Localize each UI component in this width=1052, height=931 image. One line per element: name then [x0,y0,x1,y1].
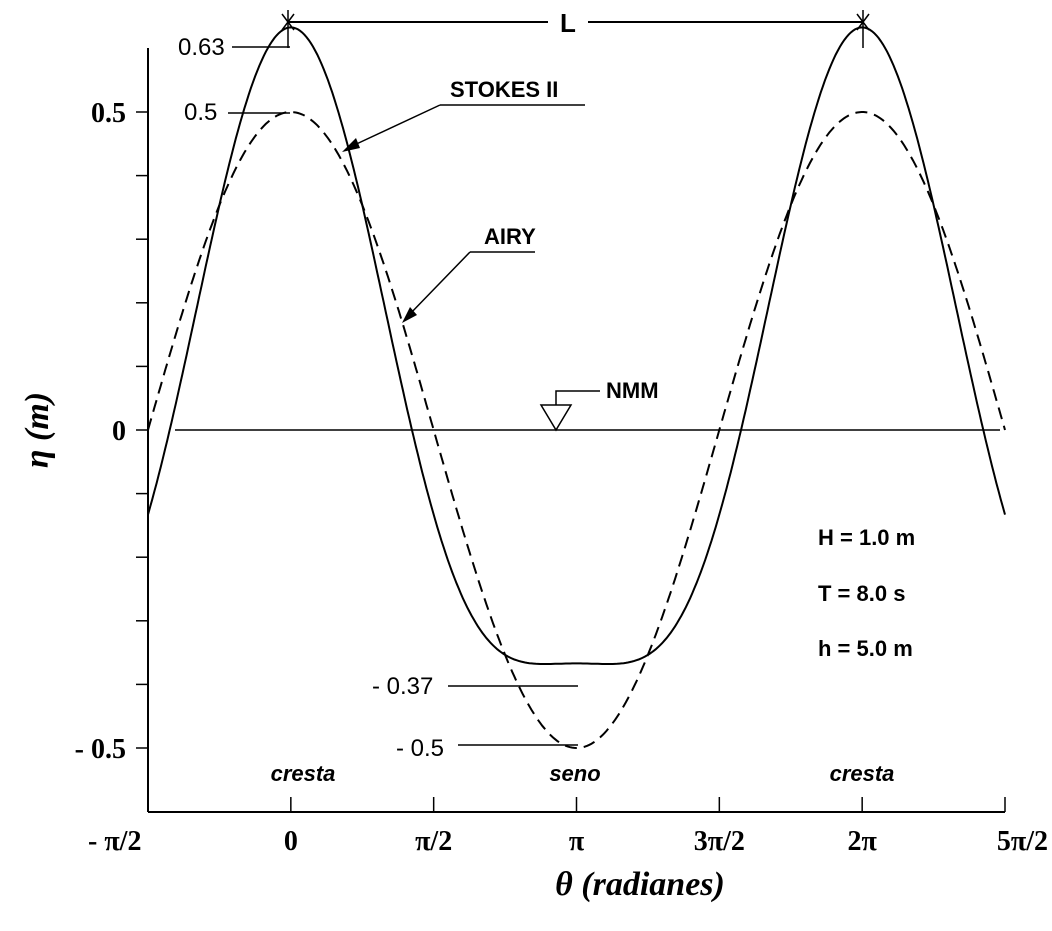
mwl-label: NMM [606,378,659,403]
series-line-stokes-ii [147,26,1006,665]
y-tick-label: 0.5 [91,98,126,129]
x-axis-title: θ (radianes) [555,866,725,903]
stokes-trough-value: - 0.37 [372,673,433,700]
parameter-period: T = 8.0 s [818,581,905,606]
series-line-airy [147,111,1006,750]
x-tick-label: - π/2 [88,826,141,857]
x-tick-label: π [569,826,585,857]
airy-crest-value: 0.5 [184,99,217,126]
crest-left-label: cresta [271,761,336,786]
wavelength-dimension: L [281,8,870,48]
airy-label-group: AIRY [402,224,536,323]
x-tick-label: π/2 [415,826,452,857]
x-tick-label: 5π/2 [997,826,1048,857]
x-tick-label: 0 [284,826,298,857]
trough-label: seno [549,761,600,786]
y-tick-label: - 0.5 [75,734,126,765]
airy-label: AIRY [484,224,536,249]
water-level-triangle-icon [539,404,573,432]
value-annotations: 0.63 0.5 - 0.37 - 0.5 [178,34,578,762]
airy-trough-value: - 0.5 [396,735,444,762]
stokes-ii-label-group: STOKES II [342,77,585,152]
x-tick-label: 3π/2 [694,826,745,857]
crest-right-label: cresta [830,761,895,786]
x-tick-label: 2π [847,826,877,857]
mwl-label-group: NMM [539,378,659,432]
wavelength-label: L [560,8,576,38]
parameter-wave-height: H = 1.0 m [818,525,915,550]
y-tick-label: 0 [112,416,126,447]
y-axis-title: η (m) [19,392,56,468]
stokes-ii-label: STOKES II [450,77,558,102]
parameter-depth: h = 5.0 m [818,636,913,661]
wave-parameters: H = 1.0 m T = 8.0 s h = 5.0 m [818,525,915,661]
stokes-crest-value: 0.63 [178,34,225,61]
